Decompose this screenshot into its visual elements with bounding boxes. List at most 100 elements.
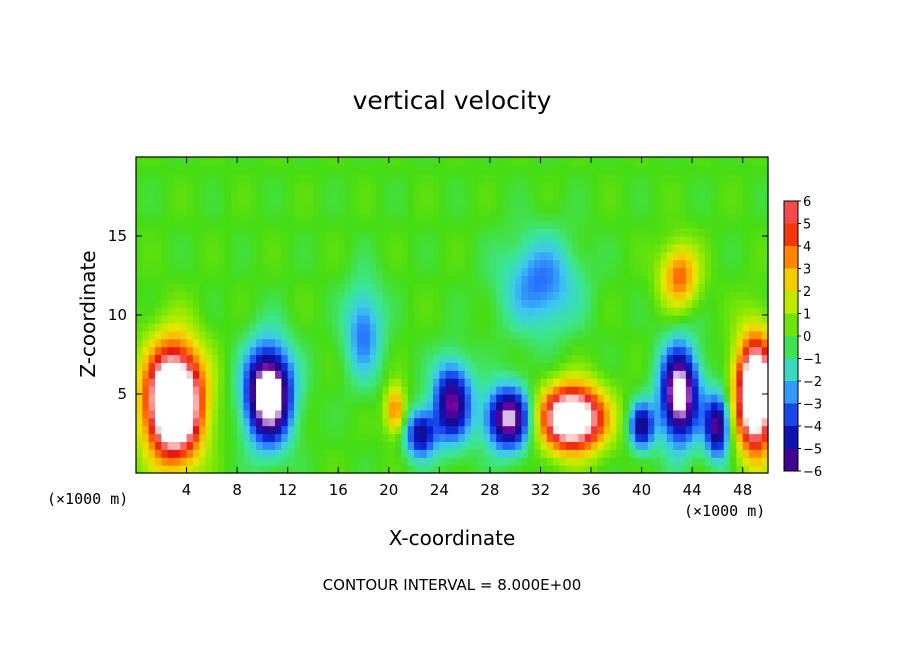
heatmap-cell	[742, 457, 750, 466]
heatmap-cell	[584, 204, 592, 213]
heatmap-cell	[300, 251, 308, 261]
heatmap-cell	[167, 449, 175, 458]
heatmap-cell	[312, 362, 320, 371]
heatmap-cell	[736, 307, 744, 316]
heatmap-cell	[376, 441, 384, 450]
heatmap-cell	[698, 465, 706, 474]
heatmap-cell	[300, 315, 308, 324]
heatmap-cell	[597, 330, 605, 340]
heatmap-cell	[243, 299, 251, 308]
heatmap-cell	[445, 172, 453, 182]
heatmap-cell	[736, 315, 744, 324]
heatmap-cell	[325, 338, 333, 348]
heatmap-cell	[363, 401, 371, 411]
heatmap-cell	[154, 457, 162, 466]
heatmap-cell	[186, 362, 194, 371]
heatmap-cell	[205, 441, 213, 450]
heatmap-cell	[205, 315, 213, 324]
heatmap-cell	[483, 330, 491, 340]
heatmap-cell	[325, 330, 333, 340]
heatmap-cell	[388, 157, 396, 166]
heatmap-cell	[395, 220, 403, 229]
heatmap-cell	[546, 275, 554, 284]
heatmap-cell	[502, 259, 510, 269]
heatmap-cell	[452, 417, 459, 427]
heatmap-cell	[439, 465, 447, 474]
heatmap-cell	[559, 322, 567, 332]
heatmap-cell	[685, 378, 693, 387]
heatmap-cell	[192, 172, 200, 182]
heatmap-cell	[565, 330, 573, 340]
heatmap-cell	[496, 401, 504, 411]
heatmap-cell	[508, 196, 516, 205]
heatmap-cell	[331, 401, 339, 411]
heatmap-cell	[294, 346, 301, 356]
heatmap-cell	[464, 196, 472, 205]
heatmap-cell	[154, 378, 162, 387]
heatmap-cell	[344, 291, 352, 300]
heatmap-cell	[546, 307, 554, 316]
heatmap-cell	[439, 212, 447, 221]
heatmap-cell	[199, 354, 207, 363]
heatmap-cell	[224, 212, 232, 221]
heatmap-cell	[483, 228, 491, 237]
heatmap-cell	[287, 180, 295, 190]
heatmap-cell	[692, 457, 700, 466]
heatmap-cell	[654, 220, 662, 229]
heatmap-cell	[515, 204, 523, 213]
heatmap-cell	[262, 386, 270, 395]
heatmap-cell	[369, 164, 377, 174]
heatmap-cell	[211, 433, 219, 442]
heatmap-cell	[148, 212, 156, 221]
heatmap-cell	[268, 196, 276, 205]
heatmap-cell	[666, 172, 674, 182]
heatmap-cell	[376, 401, 384, 411]
heatmap-cell	[565, 441, 573, 450]
heatmap-cell	[445, 346, 453, 356]
heatmap-cell	[142, 299, 150, 308]
heatmap-cell	[464, 417, 472, 427]
heatmap-cell	[363, 172, 371, 182]
heatmap-cell	[237, 236, 245, 245]
heatmap-cell	[256, 267, 263, 277]
heatmap-cell	[749, 465, 756, 474]
heatmap-cell	[616, 188, 624, 198]
heatmap-cell	[553, 299, 561, 308]
heatmap-cell	[256, 307, 263, 316]
heatmap-cell	[578, 236, 586, 245]
heatmap-cell	[350, 457, 358, 466]
heatmap-cell	[312, 307, 320, 316]
heatmap-cell	[376, 236, 384, 245]
heatmap-cell	[344, 220, 352, 229]
heatmap-cell	[237, 457, 245, 466]
heatmap-cell	[584, 425, 592, 435]
heatmap-cell	[540, 259, 548, 269]
heatmap-cell	[420, 220, 428, 229]
heatmap-cell	[698, 330, 706, 340]
heatmap-cell	[591, 180, 598, 190]
heatmap-cell	[452, 243, 459, 253]
heatmap-cell	[256, 417, 263, 427]
heatmap-cell	[401, 212, 409, 221]
heatmap-cell	[256, 457, 263, 466]
heatmap-cell	[616, 370, 624, 379]
heatmap-cell	[610, 164, 617, 174]
heatmap-cell	[142, 441, 150, 450]
heatmap-cell	[572, 251, 579, 261]
heatmap-cell	[730, 228, 737, 237]
heatmap-cell	[237, 267, 245, 277]
heatmap-cell	[553, 370, 561, 379]
heatmap-cell	[591, 409, 598, 419]
heatmap-cell	[148, 457, 156, 466]
heatmap-cell	[679, 267, 687, 277]
heatmap-cell	[666, 322, 674, 332]
heatmap-cell	[673, 322, 681, 332]
heatmap-cell	[224, 449, 232, 458]
heatmap-cell	[610, 307, 617, 316]
heatmap-cell	[578, 251, 586, 261]
heatmap-cell	[281, 401, 289, 411]
heatmap-cell	[331, 267, 339, 277]
heatmap-cell	[312, 259, 320, 269]
heatmap-cell	[660, 220, 668, 229]
heatmap-cell	[610, 275, 617, 284]
